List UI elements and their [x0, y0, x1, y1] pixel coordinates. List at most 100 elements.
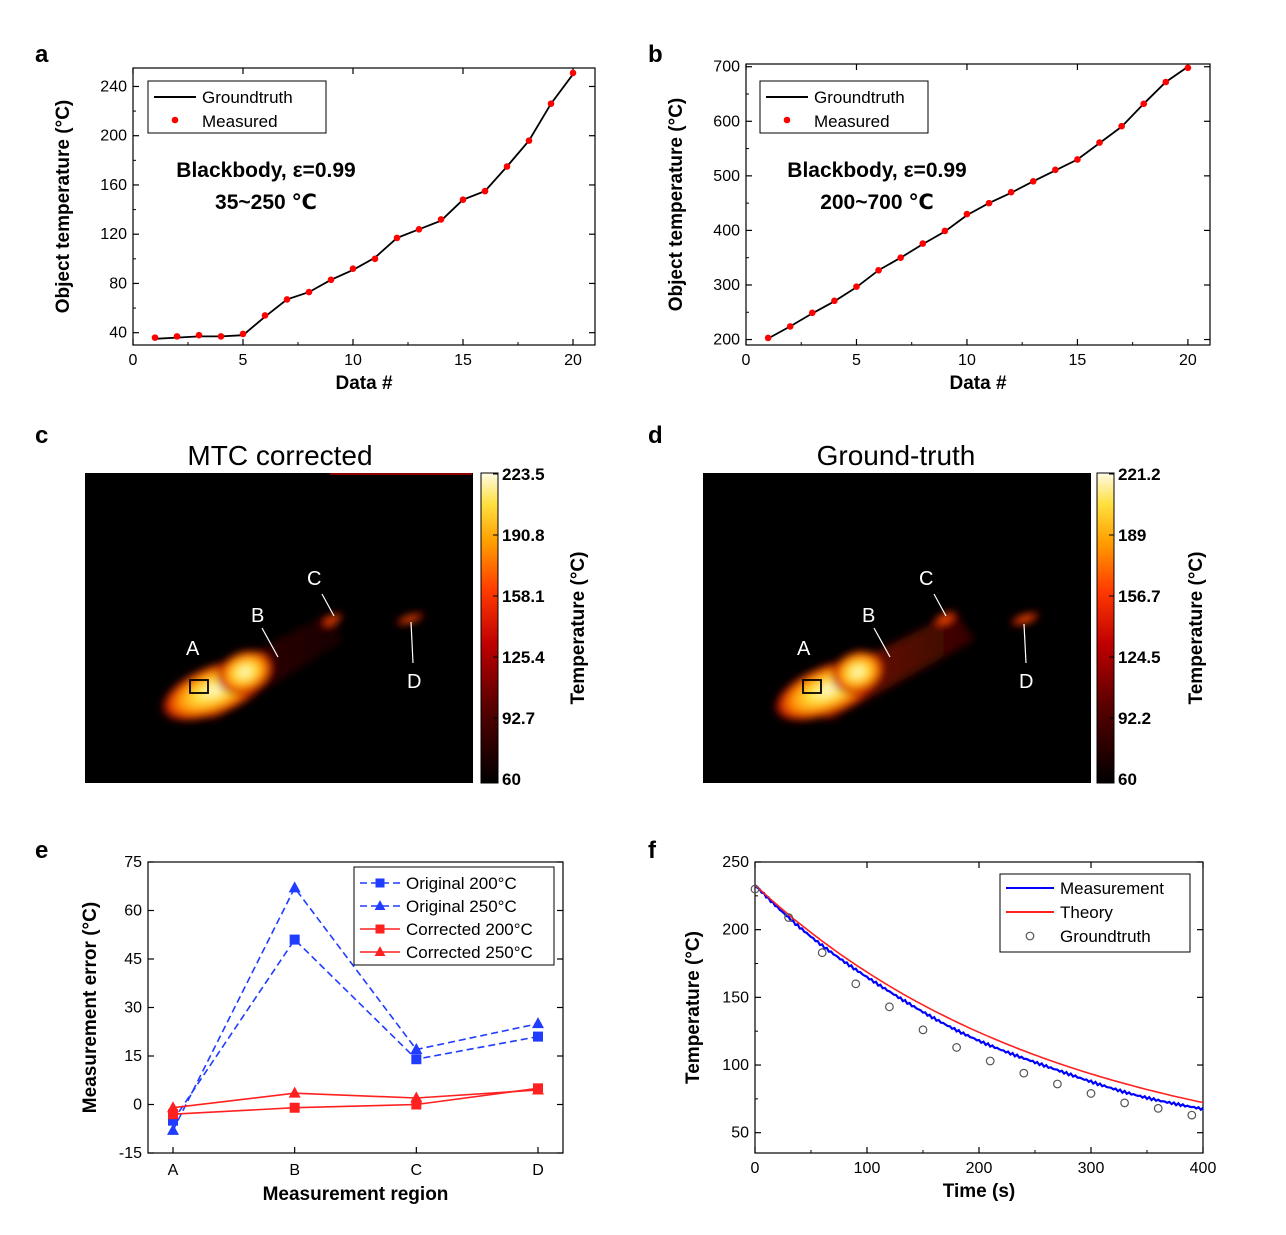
measured-point — [283, 296, 291, 303]
series-marker — [168, 1109, 178, 1120]
measured-point — [481, 187, 489, 195]
y-tick-label: 45 — [124, 951, 142, 968]
legend-label: Groundtruth — [1060, 927, 1151, 946]
x-tick-label: 0 — [751, 1160, 760, 1177]
colorbar-tick-label: 124.5 — [1118, 648, 1161, 667]
legend-label: Groundtruth — [202, 88, 293, 107]
legend-swatch-dot — [783, 116, 791, 124]
colorbar-tick-label: 221.2 — [1118, 465, 1161, 484]
measured-point — [393, 234, 401, 242]
measured-point — [831, 297, 838, 305]
chart-f: 50 100 150 200 250 0 100 200 300 400 Time (s) Tempe… — [683, 854, 1216, 1202]
legend-label: Measurement — [1060, 879, 1164, 898]
series-marker — [167, 1101, 179, 1113]
region-label-C-d: C — [919, 568, 933, 590]
legend-label: Corrected 250°C — [406, 943, 533, 962]
x-axis-title: Time (s) — [943, 1181, 1016, 1202]
series-line — [172, 938, 539, 1122]
panel-letter-f: f — [648, 837, 657, 864]
measured-point — [1162, 78, 1170, 86]
x-tick-label: 15 — [454, 352, 472, 369]
groundtruth-point — [952, 1043, 961, 1052]
legend-label: Original 250°C — [406, 897, 517, 916]
panel-letter-c: c — [35, 422, 48, 449]
groundtruth-point — [1153, 1103, 1163, 1113]
legend-box — [147, 80, 327, 134]
measured-point — [371, 255, 379, 263]
y-tick-label: 300 — [713, 277, 740, 294]
panel-letter-a: a — [35, 41, 49, 68]
measured-point — [569, 69, 577, 77]
y-tick-label: 160 — [100, 177, 127, 194]
y-tick-label: 200 — [713, 332, 740, 349]
series-marker — [411, 1099, 422, 1110]
legend: Groundtruth Measured — [759, 80, 929, 134]
colorbar-tick-label: 189 — [1118, 526, 1146, 545]
legend-label: Measured — [202, 112, 278, 131]
groundtruth-point — [1120, 1098, 1129, 1108]
measured-point — [985, 199, 993, 207]
y-tick-label: 150 — [722, 989, 749, 1006]
legend-label: Theory — [1060, 903, 1113, 922]
x-tick-label: D — [532, 1162, 544, 1179]
groundtruth-line — [154, 73, 574, 340]
y-axis-title: Temperature (°C) — [683, 931, 704, 1084]
groundtruth-point — [750, 884, 760, 894]
measured-point — [547, 100, 555, 108]
region-label-A-d: A — [797, 638, 811, 660]
colorbar-tick-label: 92.2 — [1118, 709, 1151, 728]
measured-point — [853, 283, 860, 290]
y-tick-label: 200 — [100, 128, 127, 145]
groundtruth-line — [767, 65, 1189, 340]
measured-point — [261, 312, 269, 319]
groundtruth-point — [784, 913, 793, 922]
x-tick-label: 20 — [1179, 352, 1197, 369]
legend-swatch-marker — [374, 900, 386, 911]
measured-point — [305, 288, 313, 296]
x-tick-label: C — [411, 1162, 423, 1179]
colorbar-d — [1096, 472, 1115, 784]
measured-point — [173, 333, 181, 340]
series-marker — [532, 1083, 544, 1095]
colorbar-tick-label: 60 — [1118, 770, 1137, 789]
measured-point — [1184, 64, 1192, 72]
legend-label: Measured — [814, 112, 890, 131]
legend-swatch-dot — [171, 116, 179, 124]
measured-point — [239, 330, 247, 338]
measurement-line — [754, 884, 1204, 1112]
series-marker — [289, 1102, 300, 1113]
y-tick-label: 50 — [731, 1125, 749, 1142]
measured-point — [1118, 122, 1125, 130]
x-tick-label: 20 — [564, 352, 582, 369]
series-marker — [288, 881, 301, 893]
map-title-d: Ground-truth — [817, 440, 976, 471]
x-axis-title: Data # — [335, 373, 392, 394]
groundtruth-point — [918, 1025, 928, 1035]
groundtruth-point — [885, 1002, 894, 1012]
x-tick-label: 300 — [1078, 1160, 1105, 1177]
measured-point — [1096, 139, 1103, 146]
colorbar-tick-label: 158.1 — [502, 587, 545, 606]
annotation-line-1: Blackbody, ε=0.99 — [176, 159, 355, 182]
measured-point — [1007, 188, 1015, 196]
x-tick-label: 10 — [344, 352, 362, 369]
series-marker — [533, 1031, 543, 1042]
legend: Original 200°C Original 250°C Corrected 20… — [353, 866, 555, 966]
x-tick-label: 10 — [958, 352, 976, 369]
x-tick-label: 0 — [742, 352, 751, 369]
plot-frame — [745, 63, 1211, 346]
x-tick-label: 5 — [239, 352, 248, 369]
annotation-line-1: Blackbody, ε=0.99 — [787, 159, 966, 182]
series-marker — [289, 934, 300, 945]
thermal-map-c: MTC corrected A B C D 223.5 190.8 158.1 125… — [85, 440, 589, 789]
legend-label: Original 200°C — [406, 874, 517, 893]
panel-letter-d: d — [648, 422, 663, 449]
colorbar-tick-label: 190.8 — [502, 526, 545, 545]
groundtruth-point — [1052, 1079, 1062, 1089]
legend-swatch-marker — [375, 924, 385, 934]
chart-e: -15 0 15 30 45 60 75 A B C D Measurement region Meas… — [80, 854, 564, 1205]
measured-point — [1029, 178, 1037, 185]
y-tick-label: 120 — [100, 226, 127, 243]
y-axis-title: Object temperature (°C) — [53, 100, 74, 313]
series-marker — [410, 1091, 423, 1103]
